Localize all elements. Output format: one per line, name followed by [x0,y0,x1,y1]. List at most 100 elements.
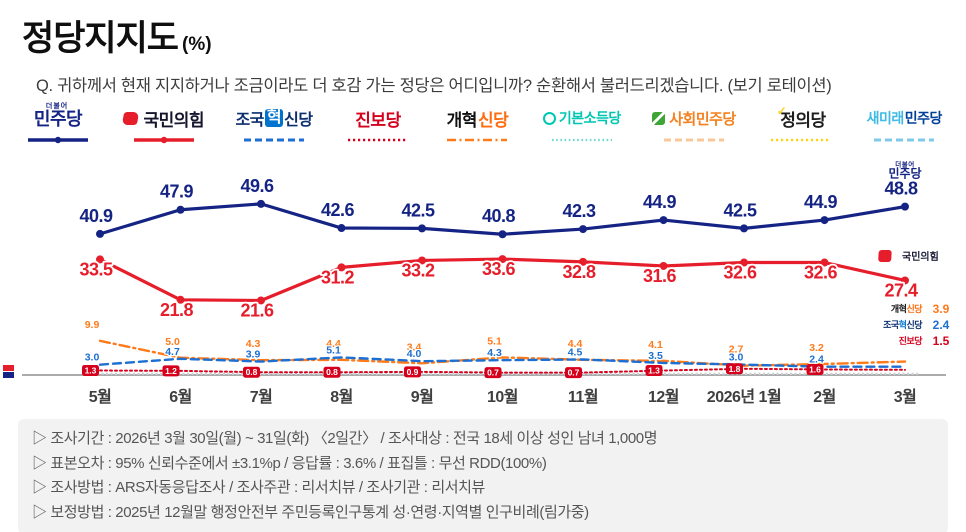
survey-note-weighting: ▷ 보정방법 : 2025년 12월말 행정안전부 주민등록인구통계 성·연령·… [32,503,589,521]
final-value-row-rebuilding: 조국혁신당 2.4 [883,317,951,334]
x-axis-labels: 5월 6월 7월 8월 9월 10월 11월 12월 2026년 1월 2월 3월 [89,387,917,406]
page-title-unit: (%) [182,34,212,55]
data-point-ppp [901,276,909,285]
month-label: 9월 [411,388,434,406]
data-point-ppp [579,257,587,266]
party-logo-text: 민주당 [33,109,83,129]
value-label: 1.3 [648,366,660,376]
legend-item-minjoo: 더불어 민주당 [24,103,92,145]
minjoo-end-tag-prefix: 더불어 [895,160,914,169]
page-title: 정당지지도 [22,19,179,58]
survey-note-error: ▷ 표본오차 : 95% 신뢰수준에서 ±3.1%p / 응답률 : 3.6% … [32,454,547,472]
value-label: 31.6 [643,266,677,286]
ppp-end-tag: 국민의힘 [878,250,939,263]
value-label: 3.4 [407,341,422,353]
party-logo-text: 국민의힘 [143,110,204,130]
month-label: 6월 [169,388,192,406]
party-logo-basic-income: 기본소득당 [542,104,621,132]
data-point-minjoo [901,202,909,211]
legend-item-ppp: 국민의힘 [122,104,204,145]
final-row-value: 2.4 [933,318,950,332]
value-label: 3.9 [246,349,261,361]
month-label: 5월 [89,388,112,406]
social-dem-square-icon [652,111,666,125]
value-label: 5.0 [165,336,180,348]
data-point-ppp [96,255,104,264]
value-label-box [484,367,502,379]
party-logo-text: 정의당 [780,110,826,130]
value-label-box [162,365,180,377]
legend-item-new-future: 새미래 민주당 [867,104,942,145]
data-point-minjoo [740,224,748,233]
data-point-minjoo [498,230,507,239]
value-label: 2.7 [729,344,744,356]
survey-note-period: ▷ 조사기간 : 2026년 3월 30일(월) ~ 31일(화) 〈2일간〉 … [32,430,658,447]
ppp-end-tag-text: 국민의힘 [902,250,939,263]
legend-line-sample-jinbo [348,138,409,142]
data-point-ppp [498,255,507,264]
party-logo-text: 신당 [477,110,509,130]
value-label: 32.6 [723,263,757,283]
party-logo-justice: ✓ 정의당 [777,104,826,132]
value-labels-minjoo: 40.9 47.9 49.6 42.6 42.5 40.8 42.3 44.9 42.5 44.9… [78,174,921,228]
month-label: 10월 [487,388,518,406]
value-label: 4.7 [165,346,180,358]
value-labels-reform: 9.95.0 4.3 4.4 3.4 5.1 4.4 4.1 2.7 3.2 [83,318,825,357]
party-logo-text: 기본소득당 [558,110,621,126]
party-logo-text: 개혁 [446,110,478,130]
value-label: 48.8 [884,179,918,199]
value-label: 4.3 [246,338,261,350]
month-label: 3월 [894,388,917,406]
value-label: 49.6 [240,176,274,196]
minjoo-end-tag: 민주당 [888,166,921,181]
legend-line-sample-new-future [874,138,935,142]
legend-line-sample-ppp [133,136,194,144]
value-label: 21.6 [240,300,274,320]
value-label-box [82,365,99,377]
value-label: 3.0 [85,352,100,364]
party-logo-text: 혁 [264,108,284,128]
chart: 5월 6월 7월 8월 9월 10월 11월 12월 2026년 1월 2월 3월 40.9 47.9 4… [0,150,966,416]
data-point-ppp [176,295,185,304]
legend-item-jinbo: 진보당 [344,104,412,145]
final-row-party-name: 조국혁신당 [883,319,923,330]
value-label-box [243,366,260,378]
value-label-box [404,366,421,378]
data-point-minjoo [257,199,265,208]
data-point-minjoo [659,216,668,225]
party-logo-social-dem: 사회민주당 [652,104,736,132]
final-row-value: 3.9 [933,302,950,316]
legend-item-social-dem: 사회민주당 [652,104,736,145]
party-logo-rebuilding: 조국 혁 신당 [235,104,313,132]
legend-item-justice: ✓ 정의당 [767,104,835,145]
month-label: 12월 [648,388,679,406]
data-point-minjoo [337,224,346,233]
data-point-minjoo [96,229,104,238]
party-logo-minjoo: 더불어 민주당 [33,103,83,132]
value-label: 1.8 [729,364,741,374]
value-label: 21.8 [160,300,194,320]
value-label: 4.3 [487,347,502,359]
legend-line-sample-rebuilding [244,138,304,142]
value-label: 9.9 [85,319,100,331]
value-label-box [806,363,824,375]
value-label: 4.0 [407,348,422,360]
value-label-box [645,365,663,377]
value-label: 4.1 [648,339,663,351]
party-logo-text: 사회민주당 [669,110,736,128]
legend-line-sample-minjoo [28,136,88,144]
value-label: 44.9 [804,192,838,212]
value-label: 32.6 [804,263,838,283]
value-label: 1.3 [85,366,97,376]
header: 정당지지도 (%) [22,10,212,61]
axis-origin-marker-red [3,365,14,371]
value-label: 5.1 [326,344,341,356]
value-label: 42.5 [401,200,435,220]
value-label-box [726,363,743,375]
data-point-minjoo [418,224,426,233]
value-labels-ppp: 33.5 21.8 21.6 31.2 33.2 33.6 32.8 31.6 32.6 32.6… [78,257,921,322]
party-logo-text: 조국 [235,112,264,129]
data-point-minjoo [579,225,587,234]
